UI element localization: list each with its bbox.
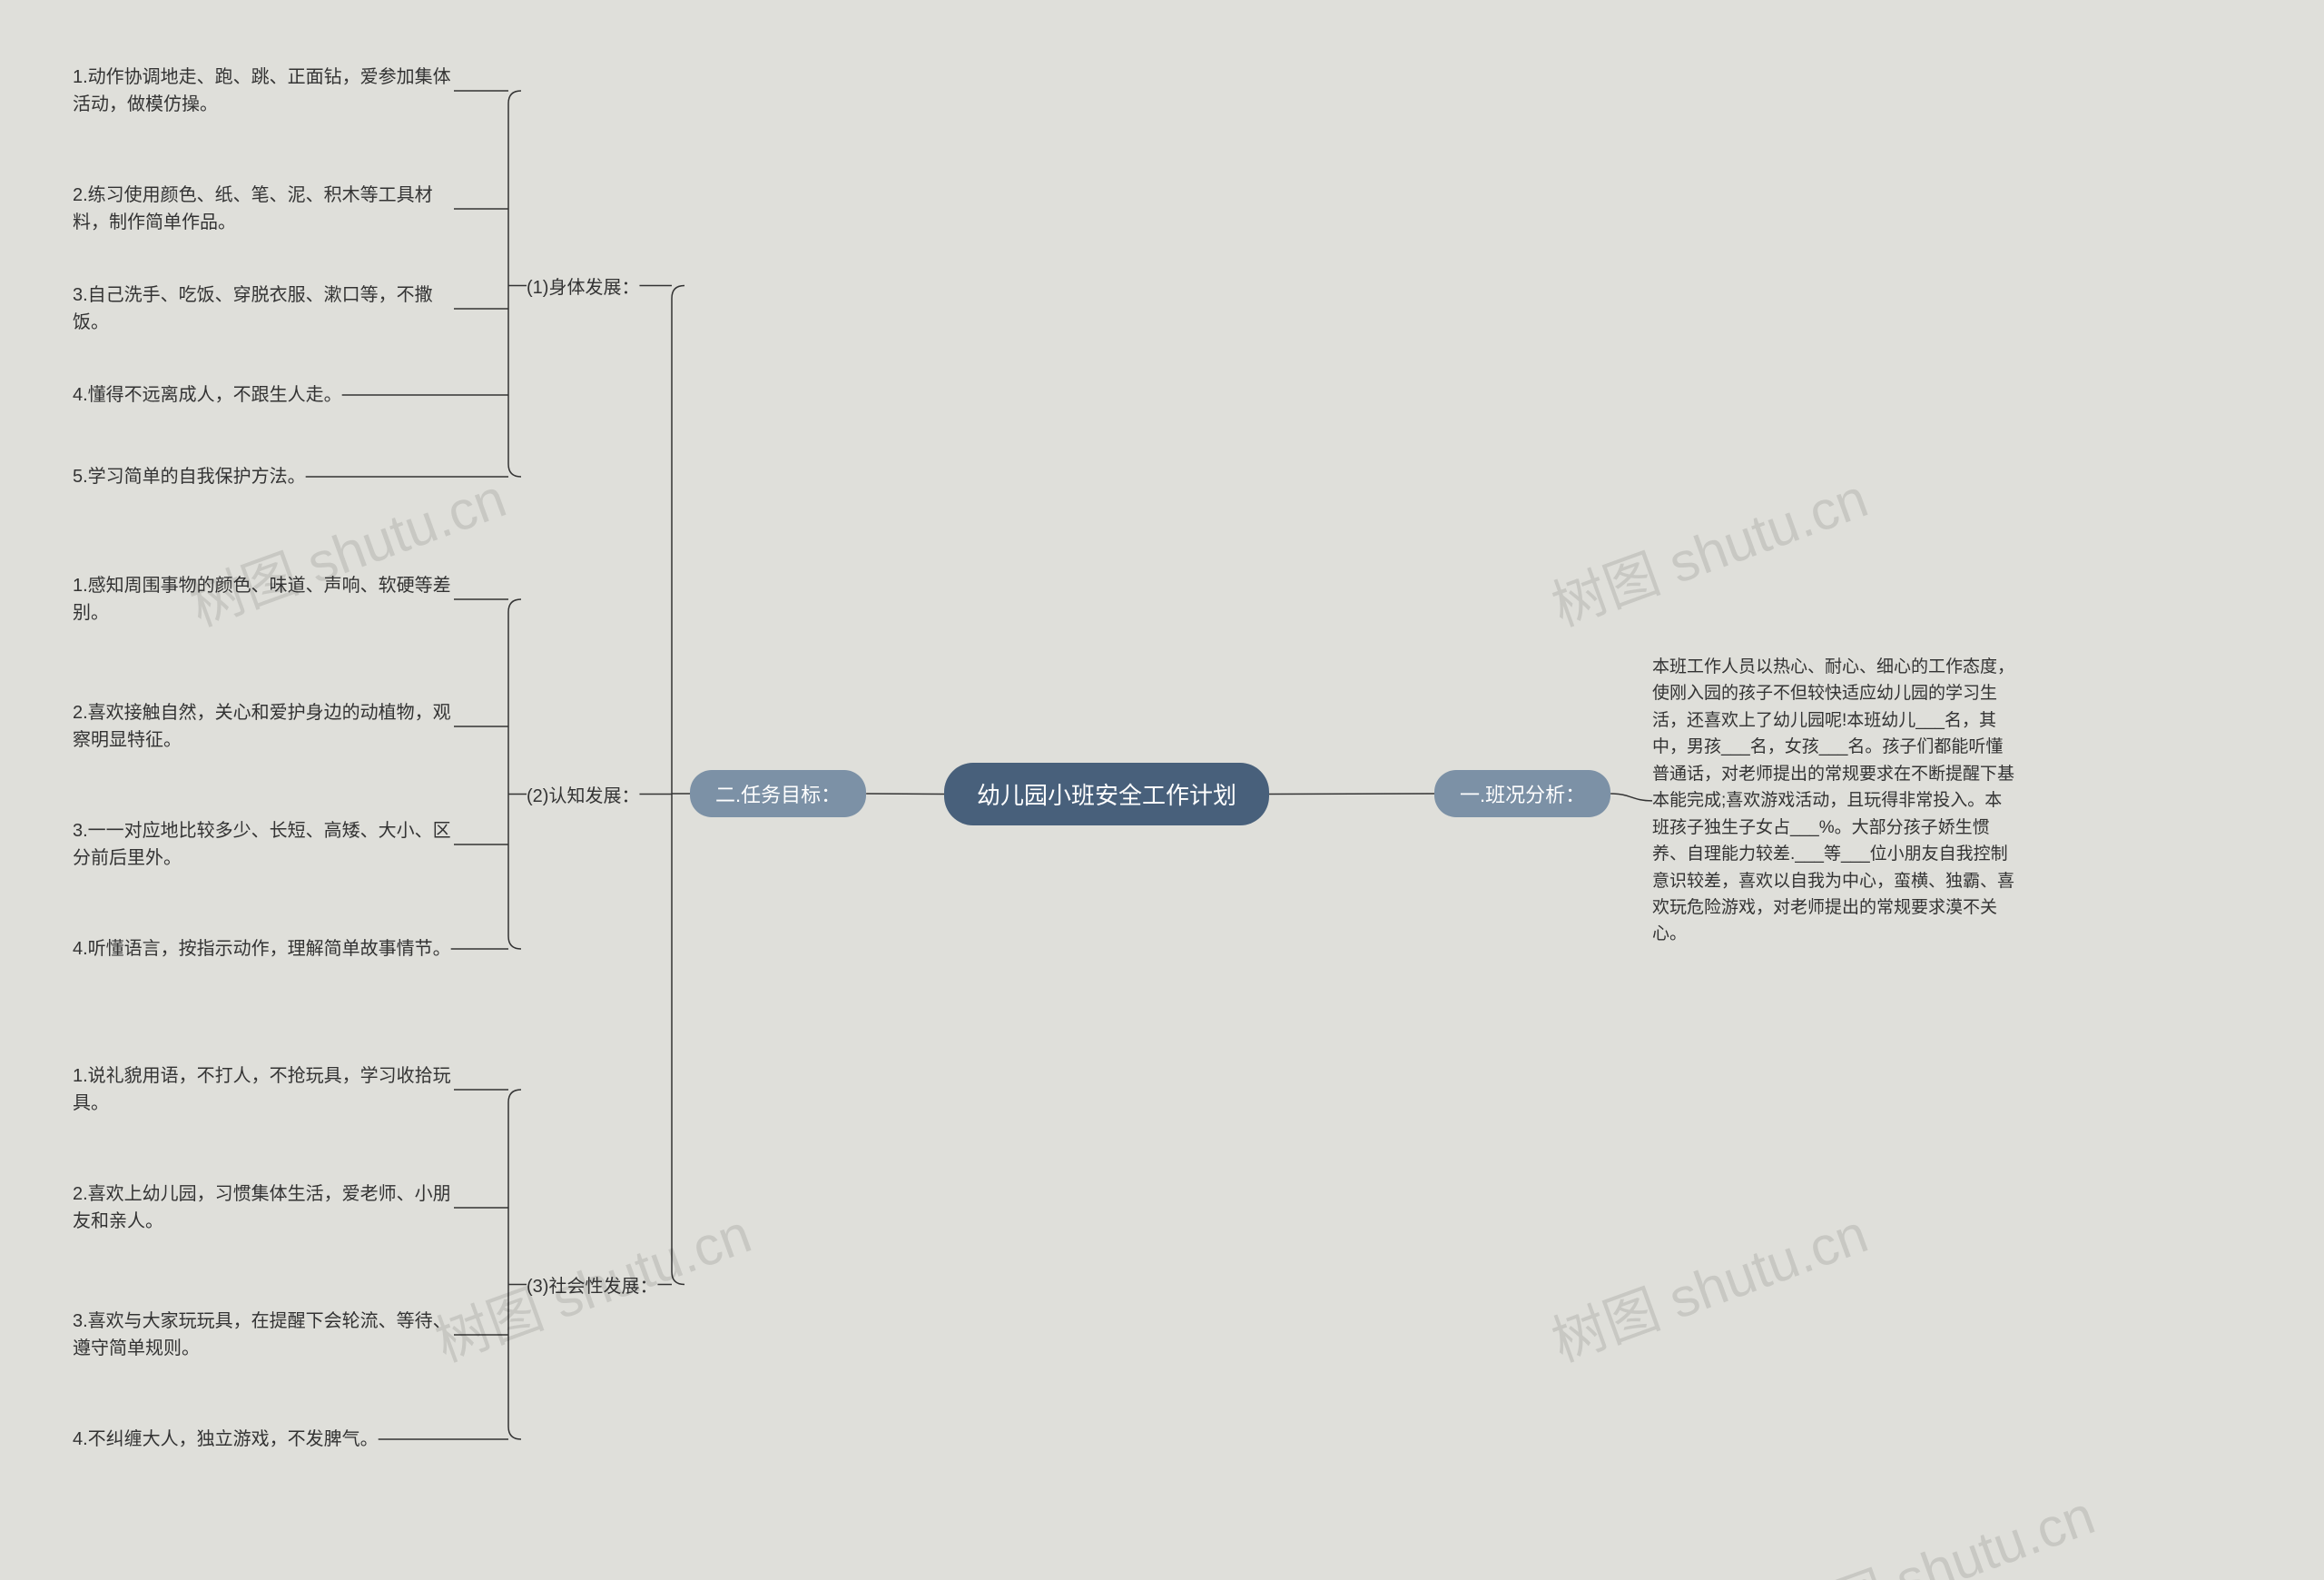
watermark: 树图 shutu.cn <box>1540 454 1876 641</box>
branch-right: 一.班况分析： <box>1434 770 1610 817</box>
branch-left-label: 二.任务目标： <box>715 784 841 806</box>
branch-right-label: 一.班况分析： <box>1460 784 1585 806</box>
right-description: 本班工作人员以热心、耐心、细心的工作态度，使刚入园的孩子不但较快适应幼儿园的学习… <box>1652 654 2015 948</box>
leaf-node: 1.说礼貌用语，不打人，不抢玩具，学习收拾玩具。 <box>73 1062 454 1117</box>
leaf-node: 2.喜欢接触自然，关心和爱护身边的动植物，观察明显特征。 <box>73 699 454 754</box>
sub-node: (2)认知发展： <box>527 781 639 807</box>
center-node: 幼儿园小班安全工作计划 <box>944 763 1269 825</box>
leaf-node: 4.不纠缠大人，独立游戏，不发脾气。 <box>73 1426 379 1453</box>
leaf-node: 4.听懂语言，按指示动作，理解简单故事情节。 <box>73 935 451 963</box>
leaf-node: 5.学习简单的自我保护方法。 <box>73 463 306 490</box>
leaf-node: 3.一一对应地比较多少、长短、高矮、大小、区分前后里外。 <box>73 817 454 872</box>
right-description-text: 本班工作人员以热心、耐心、细心的工作态度，使刚入园的孩子不但较快适应幼儿园的学习… <box>1652 657 2014 943</box>
leaf-node: 1.感知周围事物的颜色、味道、声响、软硬等差别。 <box>73 572 454 627</box>
leaf-node: 2.练习使用颜色、纸、笔、泥、积木等工具材料，制作简单作品。 <box>73 182 454 236</box>
watermark: 树图 shutu.cn <box>1540 1190 1876 1377</box>
leaf-node: 2.喜欢上幼儿园，习惯集体生活，爱老师、小朋友和亲人。 <box>73 1180 454 1235</box>
leaf-node: 3.喜欢与大家玩玩具，在提醒下会轮流、等待、遵守简单规则。 <box>73 1308 454 1362</box>
watermark: 树图 shutu.cn <box>1767 1471 2103 1580</box>
leaf-node: 4.懂得不远离成人，不跟生人走。 <box>73 381 342 409</box>
branch-left: 二.任务目标： <box>690 770 866 817</box>
leaf-node: 3.自己洗手、吃饭、穿脱衣服、漱口等，不撒饭。 <box>73 281 454 336</box>
sub-node: (1)身体发展： <box>527 272 639 299</box>
sub-node: (3)社会性发展： <box>527 1271 657 1298</box>
leaf-node: 1.动作协调地走、跑、跳、正面钻，爱参加集体活动，做模仿操。 <box>73 64 454 118</box>
center-label: 幼儿园小班安全工作计划 <box>977 782 1236 809</box>
